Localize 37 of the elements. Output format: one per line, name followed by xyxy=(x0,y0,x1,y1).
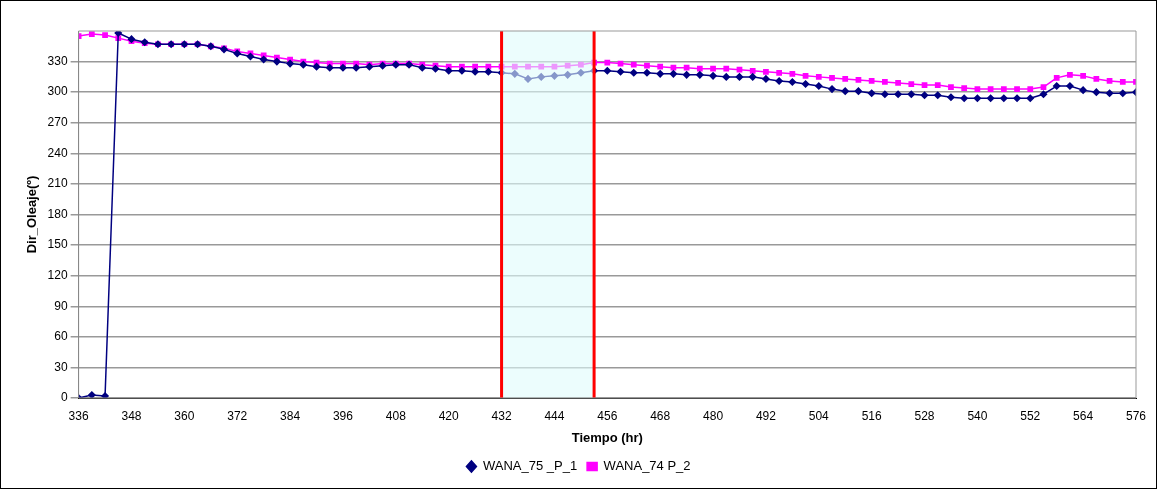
x-tick-label: 420 xyxy=(438,408,460,423)
y-tick-label: 210 xyxy=(47,176,68,191)
x-axis-title: Tiempo (hr) xyxy=(571,429,643,445)
x-tick-label: 432 xyxy=(491,408,512,423)
x-tick-label: 336 xyxy=(68,408,89,423)
y-tick-label: 30 xyxy=(54,359,68,374)
x-tick-label: 528 xyxy=(914,408,935,423)
y-tick-label: 60 xyxy=(54,329,68,344)
x-tick-label: 480 xyxy=(703,408,724,423)
y-tick-label: 90 xyxy=(54,298,68,313)
y-tick-label: 120 xyxy=(47,267,68,282)
x-tick-label: 348 xyxy=(121,408,142,423)
x-tick-label: 456 xyxy=(597,408,618,423)
x-tick-label: 468 xyxy=(650,408,671,423)
x-tick-label: 540 xyxy=(967,408,988,423)
x-tick-label: 396 xyxy=(332,408,354,423)
x-tick-label: 504 xyxy=(808,408,830,423)
y-tick-label: 240 xyxy=(47,145,68,160)
x-tick-label: 552 xyxy=(1020,408,1041,423)
x-tick-label: 408 xyxy=(385,408,407,423)
x-tick-label: 516 xyxy=(861,408,882,423)
legend-label: WANA_75 _P_1 xyxy=(482,458,578,474)
y-tick-label: 0 xyxy=(60,390,68,405)
y-tick-label: 270 xyxy=(47,115,68,130)
x-tick-label: 444 xyxy=(544,408,565,423)
y-tick-label: 330 xyxy=(47,53,68,68)
x-tick-label: 384 xyxy=(280,408,301,423)
x-tick-label: 360 xyxy=(174,408,195,423)
x-tick-label: 492 xyxy=(755,408,777,423)
x-tick-label: 564 xyxy=(1073,408,1094,423)
y-tick-label: 300 xyxy=(47,84,68,99)
y-tick-label: 150 xyxy=(47,237,68,252)
y-tick-label: 180 xyxy=(47,206,68,221)
x-tick-label: 576 xyxy=(1125,408,1147,423)
y-axis-title: Dir_Oleaje(º) xyxy=(24,175,40,254)
legend-label: WANA_74 P_2 xyxy=(603,458,691,474)
x-tick-label: 372 xyxy=(227,408,248,423)
